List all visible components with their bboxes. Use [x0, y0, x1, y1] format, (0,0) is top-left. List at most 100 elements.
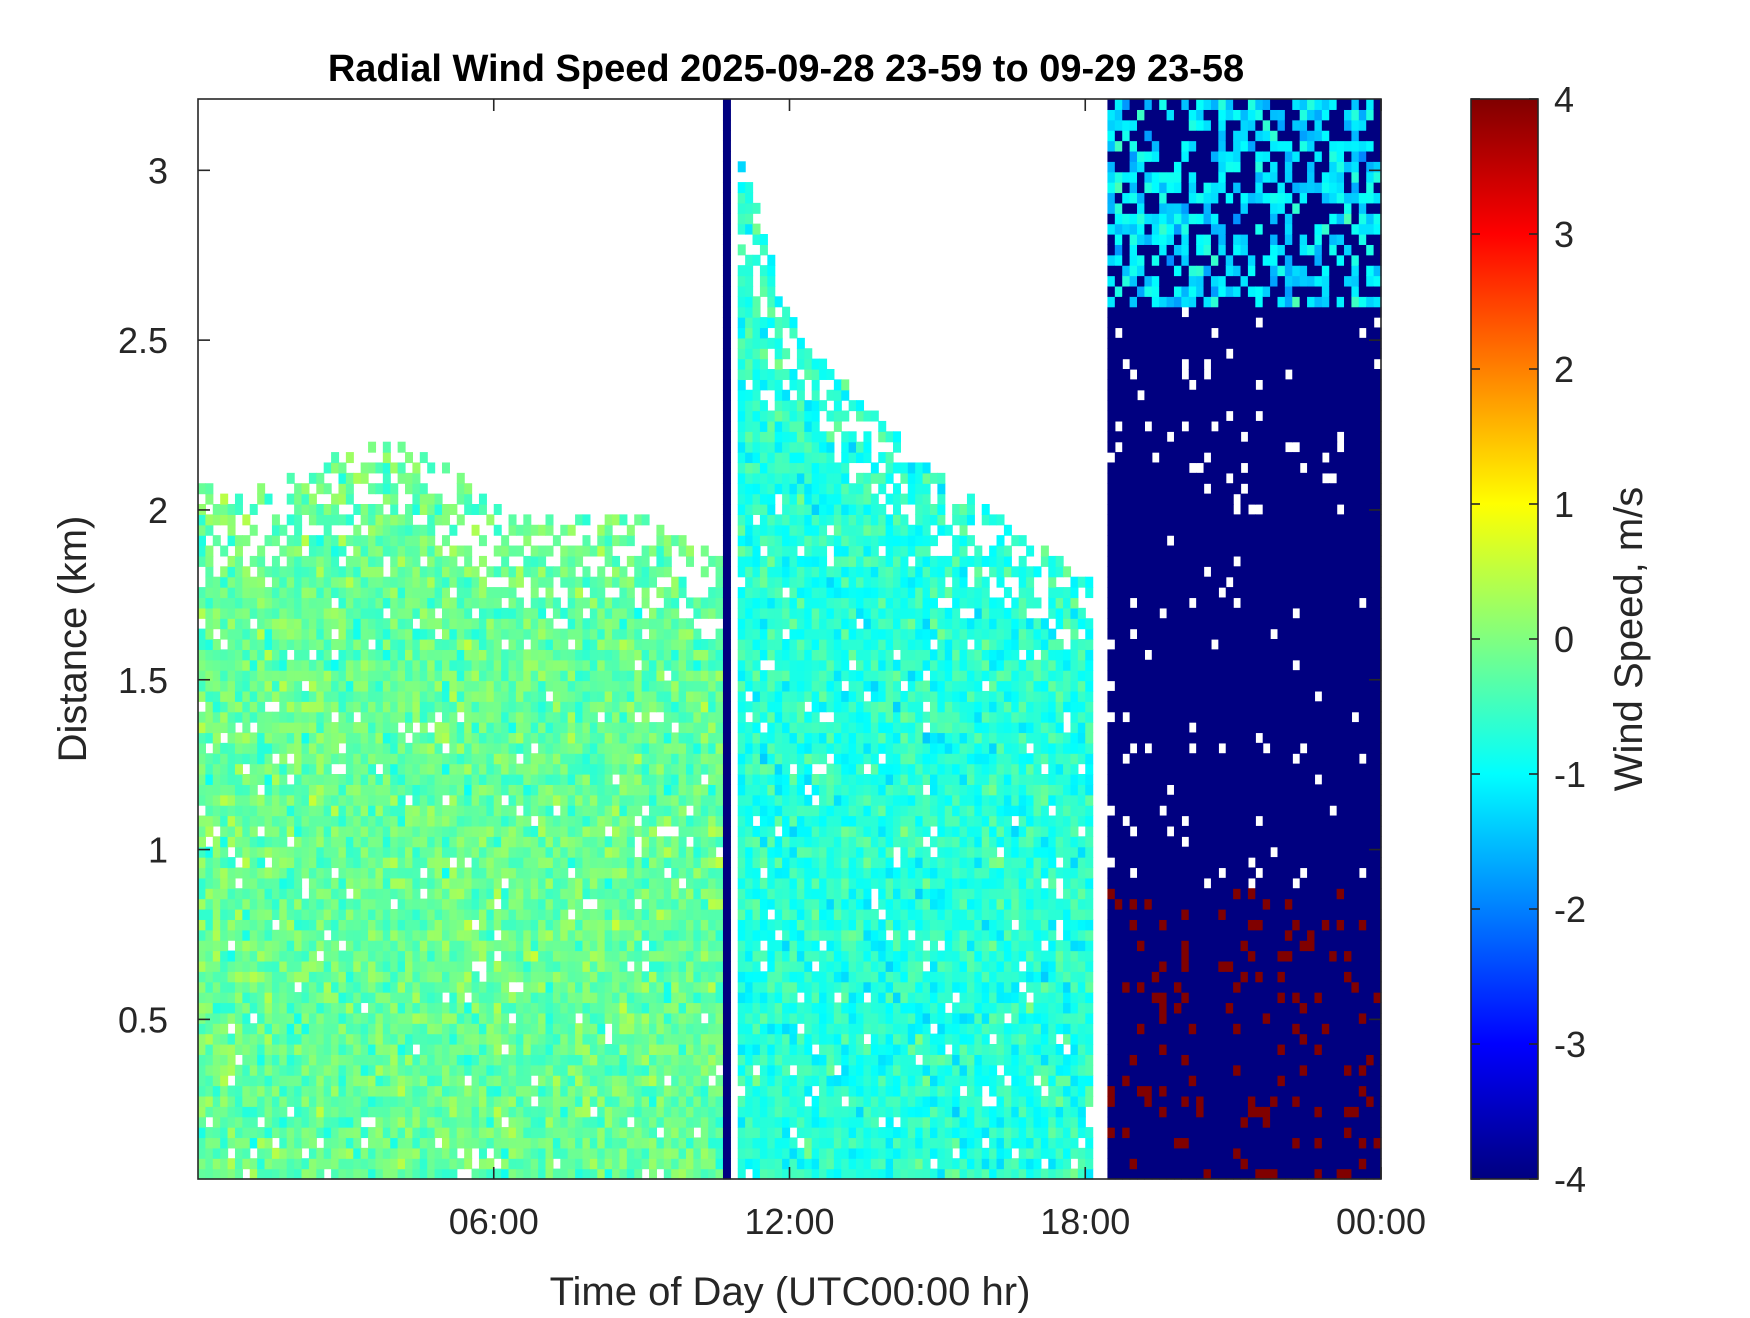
heatmap-cell — [486, 742, 495, 754]
heatmap-cell — [649, 857, 658, 869]
heatmap-cell — [745, 524, 754, 536]
heatmap-cell — [382, 639, 391, 650]
heatmap-cell — [331, 452, 340, 464]
heatmap-cell — [249, 587, 258, 599]
heatmap-cell — [316, 732, 325, 744]
heatmap-cell — [530, 1002, 539, 1014]
heatmap-cell — [745, 358, 754, 370]
heatmap-cell — [582, 763, 591, 775]
heatmap-cell — [700, 1002, 709, 1014]
heatmap-cell — [257, 680, 266, 692]
heatmap-cell — [286, 711, 295, 723]
heatmap-cell — [353, 1168, 362, 1180]
heatmap-cell — [308, 846, 317, 858]
heatmap-cell — [493, 919, 502, 931]
heatmap-cell — [486, 960, 495, 972]
heatmap-cell — [316, 1002, 325, 1014]
heatmap-cell — [715, 763, 724, 775]
heatmap-cell — [390, 680, 399, 692]
heatmap-cell — [331, 940, 340, 952]
heatmap-cell — [198, 1127, 206, 1139]
heatmap-cell — [745, 929, 754, 941]
heatmap-cell — [427, 1064, 436, 1076]
heatmap-cell — [316, 846, 325, 858]
heatmap-cell — [397, 1085, 406, 1097]
heatmap-cell — [345, 690, 354, 702]
heatmap-cell — [538, 867, 547, 879]
heatmap-cell — [649, 1095, 658, 1107]
heatmap-cell — [501, 805, 510, 817]
heatmap-cell — [767, 846, 776, 858]
heatmap-cell — [649, 805, 658, 817]
heatmap-cell — [582, 576, 591, 588]
heatmap-cell — [508, 690, 517, 702]
heatmap-cell — [722, 846, 731, 858]
heatmap-cell — [612, 690, 621, 702]
heatmap-cell — [456, 867, 465, 879]
heatmap-cell — [220, 805, 229, 817]
heatmap-cell — [249, 857, 258, 869]
heatmap-cell — [486, 763, 495, 775]
heatmap-cell — [382, 898, 391, 910]
heatmap-cell — [338, 836, 347, 848]
heatmap-cell — [271, 857, 280, 869]
heatmap-cell — [486, 659, 495, 671]
heatmap-cell — [737, 462, 746, 474]
heatmap-cell — [249, 711, 258, 723]
heatmap-cell — [279, 981, 288, 993]
heatmap-cell — [545, 545, 554, 557]
heatmap-cell — [663, 1147, 672, 1159]
heatmap-cell — [456, 472, 465, 484]
heatmap-cell — [375, 462, 384, 474]
heatmap-cell — [634, 940, 643, 952]
heatmap-cell — [612, 815, 621, 827]
heatmap-cell — [626, 535, 635, 547]
heatmap-cell — [745, 400, 754, 412]
heatmap-cell — [331, 1158, 340, 1170]
heatmap-cell — [412, 992, 421, 1004]
heatmap-cell — [745, 784, 754, 796]
heatmap-cell — [671, 701, 680, 713]
heatmap-cell — [279, 1054, 288, 1066]
heatmap-cell — [678, 992, 687, 1004]
heatmap-cell — [715, 1012, 724, 1024]
heatmap-cell — [597, 690, 606, 702]
heatmap-cell — [198, 815, 206, 827]
heatmap-cell — [434, 784, 443, 796]
heatmap-cell — [774, 555, 783, 567]
heatmap-cell — [227, 670, 236, 682]
heatmap-cell — [456, 960, 465, 972]
heatmap-cell — [737, 327, 746, 339]
heatmap-cell — [301, 815, 310, 827]
heatmap-cell — [198, 1002, 206, 1014]
heatmap-cell — [294, 753, 303, 765]
heatmap-cell — [345, 659, 354, 671]
heatmap-cell — [612, 1137, 621, 1149]
heatmap-cell — [745, 483, 754, 495]
heatmap-cell — [478, 1012, 487, 1024]
heatmap-cell — [530, 805, 539, 817]
heatmap-cell — [301, 836, 310, 848]
heatmap-cell — [582, 825, 591, 837]
heatmap-cell — [493, 1023, 502, 1035]
heatmap-cell — [767, 462, 776, 474]
heatmap-cell — [671, 1044, 680, 1055]
heatmap-cell — [752, 1033, 761, 1045]
heatmap-cell — [397, 545, 406, 557]
heatmap-cell — [567, 711, 576, 723]
heatmap-cell — [560, 929, 569, 941]
heatmap-cell — [700, 1064, 709, 1076]
heatmap-cell — [582, 1012, 591, 1024]
heatmap-cell — [368, 794, 377, 806]
heatmap-cell — [434, 504, 443, 515]
heatmap-cell — [279, 857, 288, 869]
heatmap-cell — [649, 888, 658, 900]
heatmap-cell — [508, 1023, 517, 1035]
heatmap-cell — [478, 1095, 487, 1107]
heatmap-cell — [752, 296, 761, 308]
heatmap-cell — [612, 898, 621, 910]
heatmap-cell — [752, 1127, 761, 1139]
heatmap-cell — [722, 369, 731, 380]
heatmap-cell — [789, 992, 798, 1004]
heatmap-cell — [708, 607, 717, 619]
